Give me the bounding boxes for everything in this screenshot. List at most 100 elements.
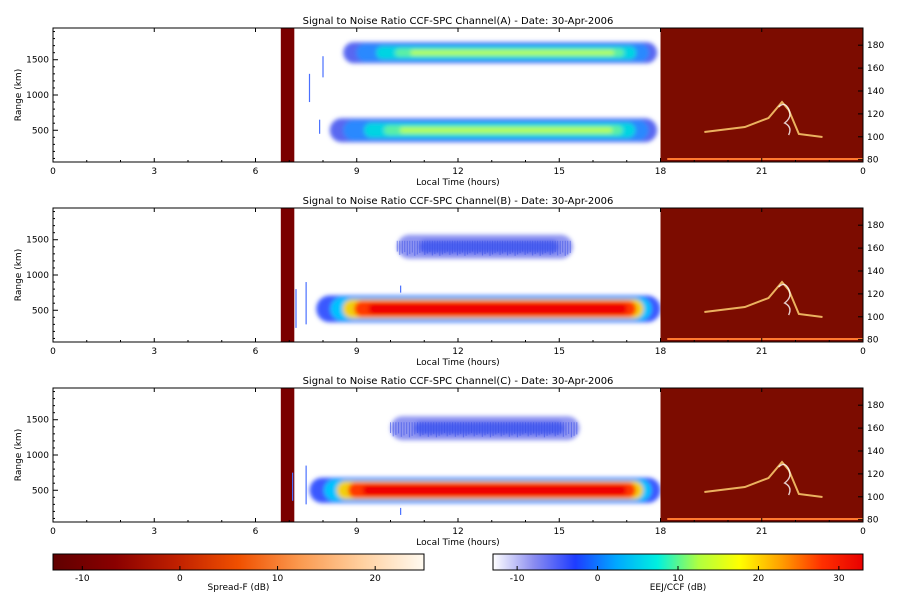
eej-echo-trace <box>704 100 823 138</box>
echo-band-0 <box>343 42 658 64</box>
eej-echo-core <box>778 463 791 496</box>
x-tick-label: 21 <box>756 167 767 177</box>
plot-area <box>280 208 863 342</box>
echo-band-1 <box>329 118 658 143</box>
y2-tick-label: 80 <box>867 156 879 166</box>
x-tick-label: 0 <box>860 167 866 177</box>
eej-echo-core <box>778 283 791 316</box>
x-tick-label: 15 <box>554 347 565 357</box>
x-tick-label: 12 <box>452 347 463 357</box>
x-tick-label: 3 <box>151 527 157 537</box>
x-tick-label: 6 <box>253 527 259 537</box>
y2-tick-label: 80 <box>867 336 879 346</box>
echo-band-1 <box>316 295 661 323</box>
colorbar-tick-label: -10 <box>75 574 90 584</box>
y2-axis: 80 100 120 140 160 180 <box>858 221 884 346</box>
x-tick-label: 18 <box>655 167 667 177</box>
x-axis-label: Local Time (hours) <box>416 538 499 548</box>
y-tick-label: 1500 <box>26 56 49 66</box>
eej-region <box>660 28 863 162</box>
x-tick-label: 0 <box>50 347 56 357</box>
x-tick-label: 6 <box>253 167 259 177</box>
x-tick-label: 15 <box>554 167 565 177</box>
spread-f-band <box>280 28 295 162</box>
colorbar-tick-label: 0 <box>595 574 601 584</box>
y2-tick-label: 160 <box>867 244 884 254</box>
x-tick-label: 9 <box>354 347 360 357</box>
panel-1: 0 3 6 9 12 15 18 21 0 500 1000 1500 80 100 120 140 160 18… <box>14 196 884 368</box>
y-tick-label: 1500 <box>26 236 49 246</box>
x-tick-label: 0 <box>50 167 56 177</box>
x-tick-label: 3 <box>151 167 157 177</box>
y-tick-label: 1000 <box>26 91 49 101</box>
x-tick-label: 9 <box>354 527 360 537</box>
panel-0: 0 3 6 9 12 15 18 21 0 500 1000 1500 80 100 120 140 160 18… <box>14 16 884 188</box>
colorbar-tick-label: 10 <box>672 574 684 584</box>
echo-layer <box>410 50 615 56</box>
y-axis-label: Range (km) <box>14 249 24 301</box>
y2-tick-label: 120 <box>867 110 884 120</box>
echo-layer <box>413 421 565 435</box>
x-tick-label: 15 <box>554 527 565 537</box>
x-axis-label: Local Time (hours) <box>416 178 499 188</box>
colorbar-tick-label: 30 <box>833 574 845 584</box>
plot-area <box>280 388 863 522</box>
y-tick-label: 1000 <box>26 451 49 461</box>
y2-tick-label: 180 <box>867 401 884 411</box>
y2-tick-label: 140 <box>867 267 884 277</box>
x-tick-label: 0 <box>860 527 866 537</box>
x-tick-label: 6 <box>253 347 259 357</box>
y-axis-label: Range (km) <box>14 429 24 481</box>
y2-tick-label: 140 <box>867 447 884 457</box>
panel-title: Signal to Noise Ratio CCF-SPC Channel(B)… <box>303 196 614 207</box>
spread-f-band <box>280 208 295 342</box>
x-axis: 0 3 6 9 12 15 18 21 0 <box>50 28 866 177</box>
x-tick-label: 18 <box>655 347 667 357</box>
eej-region <box>660 388 863 522</box>
echo-layer <box>418 240 559 254</box>
eej-colorbar: -10 0 10 20 30 EEJ/CCF (dB) <box>492 553 864 593</box>
eej-echo-trace <box>704 460 823 498</box>
x-tick-label: 21 <box>756 347 767 357</box>
echo-layer <box>368 302 628 315</box>
y2-tick-label: 180 <box>867 221 884 231</box>
x-tick-label: 12 <box>452 167 463 177</box>
colorbar-label: EEJ/CCF (dB) <box>650 583 707 593</box>
spread-f-colorbar: -10 0 10 20 Spread-F (dB) <box>52 553 425 593</box>
y-tick-label: 1500 <box>26 416 49 426</box>
x-tick-label: 3 <box>151 347 157 357</box>
y-tick-label: 500 <box>32 126 49 136</box>
y2-tick-label: 180 <box>867 41 884 51</box>
colorbar-tick-label: 20 <box>369 574 381 584</box>
y-tick-label: 500 <box>32 306 49 316</box>
x-axis: 0 3 6 9 12 15 18 21 0 <box>50 208 866 357</box>
x-tick-label: 18 <box>655 527 667 537</box>
panel-2: 0 3 6 9 12 15 18 21 0 500 1000 1500 80 100 120 140 160 18… <box>14 376 884 548</box>
y-tick-label: 1000 <box>26 271 49 281</box>
x-tick-label: 0 <box>50 527 56 537</box>
colorbar-tick-label: -10 <box>510 574 525 584</box>
y2-axis: 80 100 120 140 160 180 <box>858 41 884 166</box>
x-tick-label: 21 <box>756 527 767 537</box>
colorbar-tick-label: 20 <box>753 574 765 584</box>
eej-echo-trace <box>704 280 823 318</box>
y-tick-label: 500 <box>32 486 49 496</box>
y2-tick-label: 100 <box>867 313 884 323</box>
y2-tick-label: 100 <box>867 493 884 503</box>
panel-title: Signal to Noise Ratio CCF-SPC Channel(A)… <box>303 16 614 27</box>
echo-band-1 <box>309 477 661 503</box>
y2-axis: 80 100 120 140 160 180 <box>858 401 884 526</box>
colorbar-tick-label: 0 <box>177 574 183 584</box>
x-axis-label: Local Time (hours) <box>416 358 499 368</box>
echo-layer <box>362 484 627 496</box>
colorbar-label: Spread-F (dB) <box>208 583 270 593</box>
y-axis: 500 1000 1500 <box>26 391 58 519</box>
spread-f-band <box>280 388 295 522</box>
colorbar-gradient <box>52 553 425 571</box>
y2-tick-label: 160 <box>867 64 884 74</box>
y2-tick-label: 120 <box>867 470 884 480</box>
echo-layer <box>399 127 613 133</box>
x-tick-label: 12 <box>452 527 463 537</box>
y2-tick-label: 100 <box>867 133 884 143</box>
